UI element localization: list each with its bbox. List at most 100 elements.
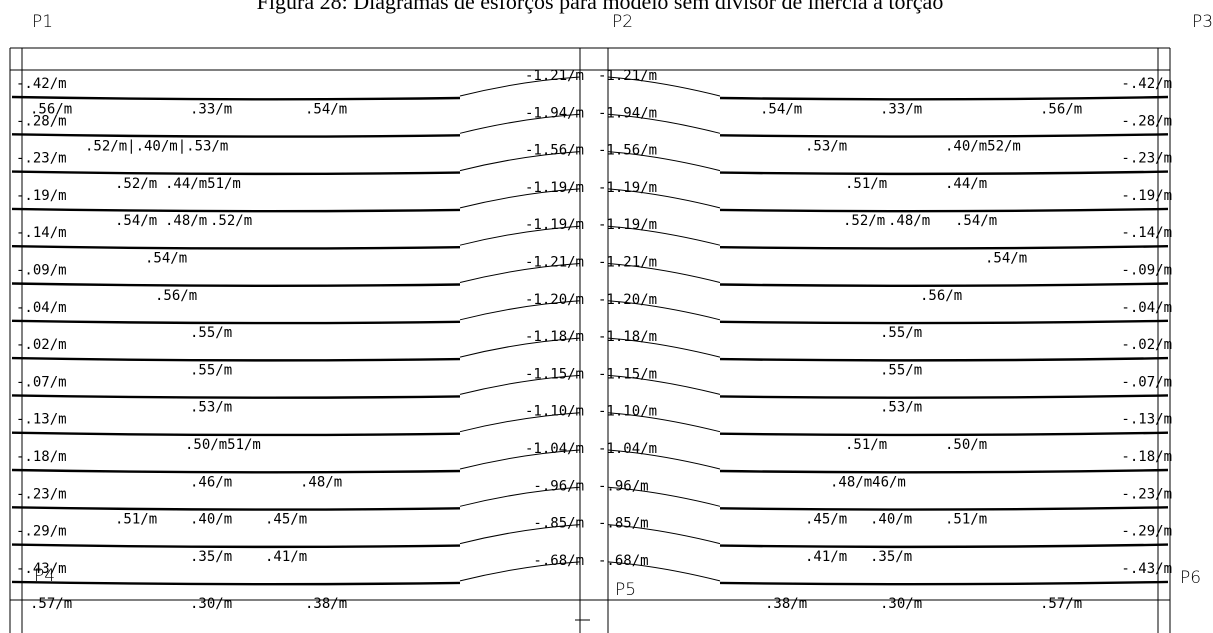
moment-curve	[11, 207, 461, 213]
center-moment: -1.18/m	[598, 329, 657, 345]
end-moment: -.29/m	[1121, 524, 1172, 540]
span-moment: .48/m46/m	[830, 474, 906, 490]
moment-curve	[11, 282, 461, 287]
span-moment: .30/m	[880, 596, 922, 612]
span-moment: .40/m	[870, 512, 912, 528]
span-moment: .40/m	[190, 512, 232, 528]
moment-curve	[11, 133, 461, 138]
moment-curve	[607, 113, 721, 134]
end-moment: -.07/m	[1121, 374, 1172, 390]
end-moment: -.14/m	[1121, 225, 1172, 241]
end-moment: -.02/m	[16, 337, 67, 353]
end-moment: -.23/m	[1121, 486, 1172, 502]
end-moment: -.07/m	[16, 374, 67, 390]
span-moment: .41/m	[265, 549, 307, 565]
span-moment: .45/m	[805, 512, 847, 528]
span-moment: .54/m	[955, 213, 997, 229]
span-moment: .56/m	[155, 288, 197, 304]
end-moment: -.09/m	[1121, 263, 1172, 279]
end-moment: -.43/m	[16, 561, 67, 577]
center-moment: -1.10/m	[525, 404, 584, 420]
center-moment: -.85/m	[598, 516, 649, 532]
center-moment: -1.04/m	[525, 441, 584, 457]
span-moment: .55/m	[190, 325, 232, 341]
span-moment: .40/m52/m	[945, 139, 1021, 155]
center-moment: -1.56/m	[598, 143, 657, 159]
center-moment: -1.19/m	[525, 180, 584, 196]
moment-curve	[607, 300, 721, 321]
moment-curve	[11, 356, 461, 362]
moment-curve	[11, 543, 461, 549]
span-moment: .54/m	[145, 251, 187, 267]
end-moment: -.23/m	[1121, 151, 1172, 167]
moment-curve	[607, 412, 721, 433]
support-label: P5	[615, 580, 636, 600]
center-moment: -1.21/m	[598, 68, 657, 84]
center-moment: -1.18/m	[525, 329, 584, 345]
moment-curve	[719, 95, 1169, 101]
moment-curve	[11, 95, 461, 101]
span-moment: .41/m	[805, 549, 847, 565]
end-moment: -.42/m	[16, 76, 67, 92]
center-moment: -.96/m	[533, 478, 584, 494]
support-label: P1	[32, 12, 53, 32]
moment-curve	[459, 263, 581, 283]
moment-curve	[607, 337, 721, 358]
moment-curve	[459, 561, 581, 582]
center-moment: -1.20/m	[525, 292, 584, 308]
moment-curve	[719, 506, 1169, 511]
center-moment: -.68/m	[598, 553, 649, 569]
span-moment: .51/m	[945, 512, 987, 528]
span-moment: .53/m	[190, 400, 232, 416]
figure-title: Figura 28: Diagramas de esforços para mo…	[257, 0, 944, 14]
moment-curve	[11, 319, 461, 325]
moment-curve	[719, 431, 1169, 437]
center-moment: -1.94/m	[598, 105, 657, 121]
moment-curve	[459, 151, 581, 172]
frame	[9, 47, 1171, 633]
support-label: P6	[1180, 568, 1201, 588]
span-moment: .53/m	[805, 139, 847, 155]
center-moment: -.96/m	[598, 478, 649, 494]
span-moment: .52/m	[843, 213, 885, 229]
moment-curve	[11, 580, 461, 586]
span-moment: .50/m	[945, 437, 987, 453]
moment-curve	[607, 524, 721, 545]
center-moment: -1.10/m	[598, 404, 657, 420]
moment-curve	[607, 374, 721, 395]
span-moment: .56/m	[30, 101, 72, 117]
moment-curve	[719, 170, 1169, 176]
end-moment: -.28/m	[1121, 113, 1172, 129]
end-moment: -.28/m	[16, 113, 67, 129]
end-moment: -.18/m	[1121, 449, 1172, 465]
span-moment: .50/m51/m	[185, 437, 261, 453]
moment-curve	[459, 524, 581, 545]
center-moment: -1.94/m	[525, 105, 584, 121]
end-moment: -.09/m	[16, 263, 67, 279]
span-moment: .30/m	[190, 596, 232, 612]
moment-curve	[607, 486, 721, 507]
moment-curve	[607, 188, 721, 209]
span-moment: .51/m	[845, 176, 887, 192]
span-moment: .48/m	[165, 213, 207, 229]
end-moment: -.23/m	[16, 486, 67, 502]
end-moment: -.13/m	[1121, 412, 1172, 428]
end-moment: -.04/m	[16, 300, 67, 316]
end-moment: -.23/m	[16, 151, 67, 167]
moment-curve	[607, 76, 721, 97]
span-moment: .53/m	[880, 400, 922, 416]
moment-curve	[607, 561, 721, 582]
center-moment: -1.19/m	[598, 180, 657, 196]
span-moment: .55/m	[190, 362, 232, 378]
span-moment: .44/m	[945, 176, 987, 192]
moment-curve	[11, 245, 461, 250]
span-moment: .35/m	[870, 549, 912, 565]
center-moment: -1.04/m	[598, 441, 657, 457]
moment-curve	[719, 394, 1169, 399]
moment-curve	[459, 76, 581, 97]
moment-curve	[607, 449, 721, 470]
moment-curve	[11, 170, 461, 176]
moment-curve	[459, 486, 581, 507]
span-moment: .55/m	[880, 325, 922, 341]
moment-curve	[719, 580, 1169, 586]
